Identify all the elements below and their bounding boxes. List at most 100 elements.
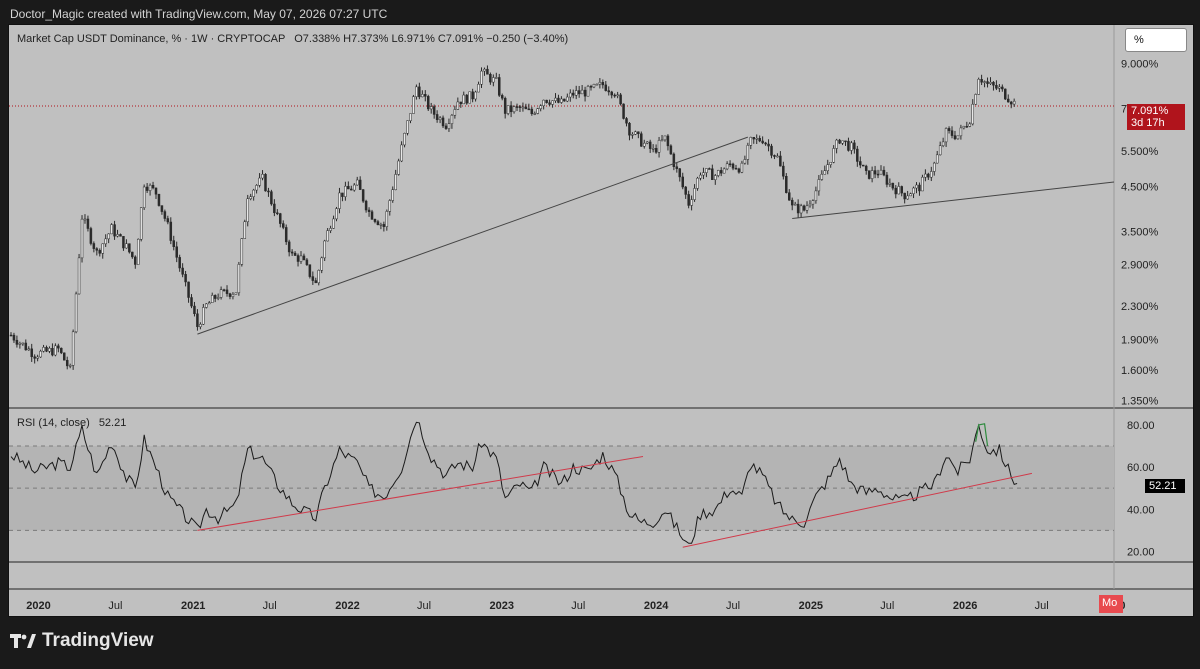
candle-body: [693, 188, 696, 200]
time-tick-label: 2024: [644, 600, 669, 612]
price-tick-label: 1.900%: [1121, 335, 1159, 347]
candle-body: [746, 145, 750, 160]
candle-body: [915, 184, 918, 189]
percent-scale-button[interactable]: %: [1125, 28, 1187, 52]
candle-body: [870, 170, 874, 179]
symbol-legend[interactable]: Market Cap USDT Dominance, % · 1W · CRYP…: [17, 33, 568, 45]
candle-body: [782, 165, 785, 177]
chart-canvas[interactable]: 9.000%7.000%5.500%4.500%3.500%2.900%2.30…: [9, 25, 1193, 616]
candle-body: [764, 142, 767, 145]
candle-body: [116, 234, 119, 237]
candle-body: [498, 77, 501, 96]
candle-body: [767, 143, 770, 147]
rsi-trendline-2024-2026: [682, 472, 1033, 548]
candle-body: [731, 163, 735, 169]
candle-body: [847, 140, 850, 151]
candle-body: [98, 250, 102, 254]
candle-body: [308, 264, 312, 277]
candle-body: [637, 131, 640, 134]
candle-body: [370, 211, 374, 220]
candle-body: [897, 186, 901, 195]
candle-body: [785, 176, 788, 193]
candle-body: [382, 224, 386, 227]
chart-frame[interactable]: 9.000%7.000%5.500%4.500%3.500%2.900%2.30…: [8, 24, 1194, 617]
candle-body: [900, 186, 903, 194]
candle-body: [820, 173, 824, 180]
candle-body: [548, 102, 551, 105]
rsi-line: [10, 421, 1018, 544]
candle-body: [80, 218, 84, 259]
candle-body: [246, 198, 249, 223]
candle-body: [823, 170, 827, 175]
candle-body: [921, 176, 924, 192]
candle-body: [456, 101, 460, 110]
candle-body: [104, 238, 107, 245]
candle-body: [569, 92, 572, 98]
candle-body: [450, 114, 454, 124]
candle-body: [151, 184, 155, 189]
candle-body: [998, 86, 1001, 89]
candle-body: [347, 185, 350, 190]
candle-body: [980, 79, 983, 83]
tradingview-logo-icon: [10, 634, 36, 648]
candle-body: [666, 135, 670, 147]
candle-body: [225, 289, 229, 294]
candle-body: [799, 205, 803, 214]
candle-body: [515, 106, 519, 108]
candle-body: [879, 169, 883, 175]
time-tick-label: 2025: [799, 600, 823, 612]
candle-body: [817, 179, 821, 192]
candle-body: [281, 223, 285, 228]
candle-body: [332, 218, 335, 229]
candle-body: [426, 96, 430, 110]
candle-body: [190, 297, 193, 307]
candle-body: [598, 82, 602, 85]
time-tick-label: Jul: [108, 600, 122, 612]
candle-body: [563, 98, 566, 102]
candle-body: [60, 347, 63, 354]
candle-body: [92, 243, 96, 249]
trendline-2021-2024: [197, 136, 749, 335]
candle-body: [583, 89, 587, 97]
candle-body: [977, 79, 980, 95]
candle-body: [338, 192, 341, 209]
candle-body: [421, 94, 424, 98]
candle-body: [412, 96, 415, 114]
candle-body: [447, 123, 451, 129]
candle-body: [657, 140, 661, 153]
rsi-legend[interactable]: RSI (14, close) 52.21: [17, 417, 126, 429]
candle-body: [687, 194, 690, 206]
candle-body: [941, 141, 945, 146]
candle-body: [110, 224, 113, 235]
candle-body: [737, 168, 741, 173]
candle-body: [83, 218, 87, 221]
candle-body: [483, 68, 486, 72]
candle-body: [101, 243, 104, 254]
chart-attribution: Doctor_Magic created with TradingView.co…: [10, 7, 388, 21]
candle-body: [267, 190, 270, 193]
candle-body: [740, 162, 744, 173]
candle-body: [193, 305, 196, 315]
candle-body: [344, 185, 347, 197]
candle-body: [299, 255, 303, 262]
time-tick-label: Jul: [1035, 600, 1049, 612]
candle-body: [566, 96, 569, 102]
time-tick-label: 2021: [181, 600, 205, 612]
candle-body: [935, 154, 939, 164]
brand-name: TradingView: [42, 630, 154, 651]
candle-body: [829, 161, 832, 165]
candle-body: [9, 334, 13, 337]
candle-body: [175, 246, 178, 258]
candle-body: [944, 128, 948, 143]
candle-body: [947, 128, 951, 131]
candle-body: [1001, 86, 1004, 90]
candle-body: [178, 257, 181, 269]
candle-body: [213, 295, 217, 299]
month-marker-tag[interactable]: Mo: [1099, 595, 1123, 613]
candle-body: [394, 174, 397, 190]
candle-body: [216, 297, 220, 299]
candle-body: [675, 166, 679, 169]
candle-body: [205, 303, 208, 308]
candle-body: [790, 199, 794, 206]
candle-body: [832, 148, 835, 163]
